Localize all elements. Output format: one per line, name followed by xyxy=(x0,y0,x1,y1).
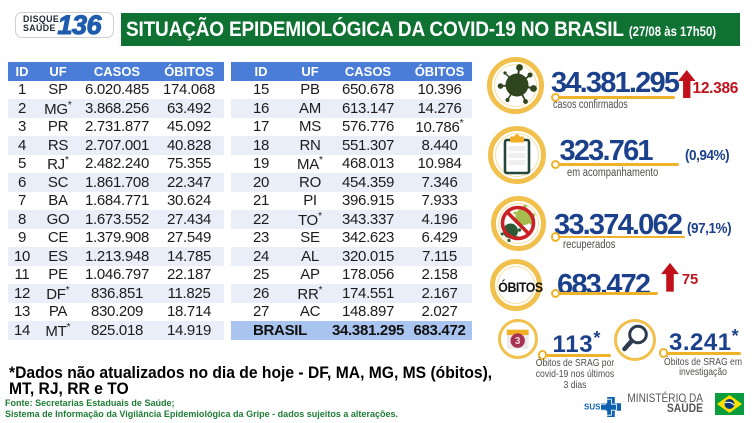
svg-text:3: 3 xyxy=(515,336,521,347)
svg-text:SUS: SUS xyxy=(584,403,601,412)
